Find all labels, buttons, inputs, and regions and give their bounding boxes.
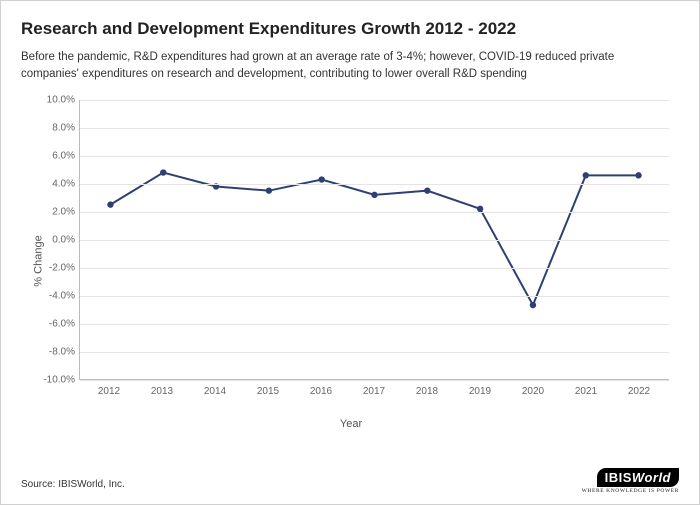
logo-wordmark: IBISWorld <box>597 468 679 487</box>
y-tick-label: 2.0% <box>35 207 75 218</box>
data-point <box>266 188 272 194</box>
logo-text-accent: World <box>632 470 671 485</box>
y-tick-label: -6.0% <box>35 319 75 330</box>
y-tick-label: -8.0% <box>35 347 75 358</box>
x-tick-label: 2021 <box>575 386 597 397</box>
data-point <box>530 302 536 308</box>
x-tick-label: 2013 <box>151 386 173 397</box>
y-tick-label: 8.0% <box>35 123 75 134</box>
x-tick-label: 2016 <box>310 386 332 397</box>
data-point <box>424 188 430 194</box>
source-text: Source: IBISWorld, Inc. <box>21 479 125 490</box>
data-point <box>107 202 113 208</box>
x-tick-label: 2012 <box>98 386 120 397</box>
gridline <box>80 128 669 129</box>
x-axis-label: Year <box>21 418 681 430</box>
gridline <box>80 380 669 381</box>
x-tick-label: 2015 <box>257 386 279 397</box>
x-tick-label: 2020 <box>522 386 544 397</box>
data-point <box>371 192 377 198</box>
gridline <box>80 212 669 213</box>
y-tick-label: -2.0% <box>35 263 75 274</box>
y-tick-label: 4.0% <box>35 179 75 190</box>
ibisworld-logo: IBISWorld WHERE KNOWLEDGE IS POWER <box>582 468 679 494</box>
chart-title: Research and Development Expenditures Gr… <box>21 19 679 39</box>
plot-region <box>79 100 669 380</box>
x-tick-label: 2014 <box>204 386 226 397</box>
gridline <box>80 240 669 241</box>
y-tick-label: -4.0% <box>35 291 75 302</box>
gridline <box>80 100 669 101</box>
chart-card: Research and Development Expenditures Gr… <box>0 0 700 505</box>
y-tick-label: 0.0% <box>35 235 75 246</box>
logo-tagline: WHERE KNOWLEDGE IS POWER <box>582 488 679 494</box>
data-point <box>319 177 325 183</box>
x-tick-label: 2017 <box>363 386 385 397</box>
gridline <box>80 324 669 325</box>
gridline <box>80 268 669 269</box>
data-point <box>635 172 641 178</box>
chart-area: % Change Year -10.0%-8.0%-6.0%-4.0%-2.0%… <box>21 96 681 426</box>
data-point <box>160 170 166 176</box>
x-tick-label: 2018 <box>416 386 438 397</box>
x-tick-label: 2022 <box>628 386 650 397</box>
gridline <box>80 352 669 353</box>
y-tick-label: 6.0% <box>35 151 75 162</box>
logo-text-main: IBIS <box>605 470 632 485</box>
y-tick-label: 10.0% <box>35 95 75 106</box>
chart-subtitle: Before the pandemic, R&D expenditures ha… <box>21 49 661 82</box>
gridline <box>80 184 669 185</box>
gridline <box>80 156 669 157</box>
data-point <box>583 172 589 178</box>
y-tick-label: -10.0% <box>35 375 75 386</box>
x-tick-label: 2019 <box>469 386 491 397</box>
gridline <box>80 296 669 297</box>
